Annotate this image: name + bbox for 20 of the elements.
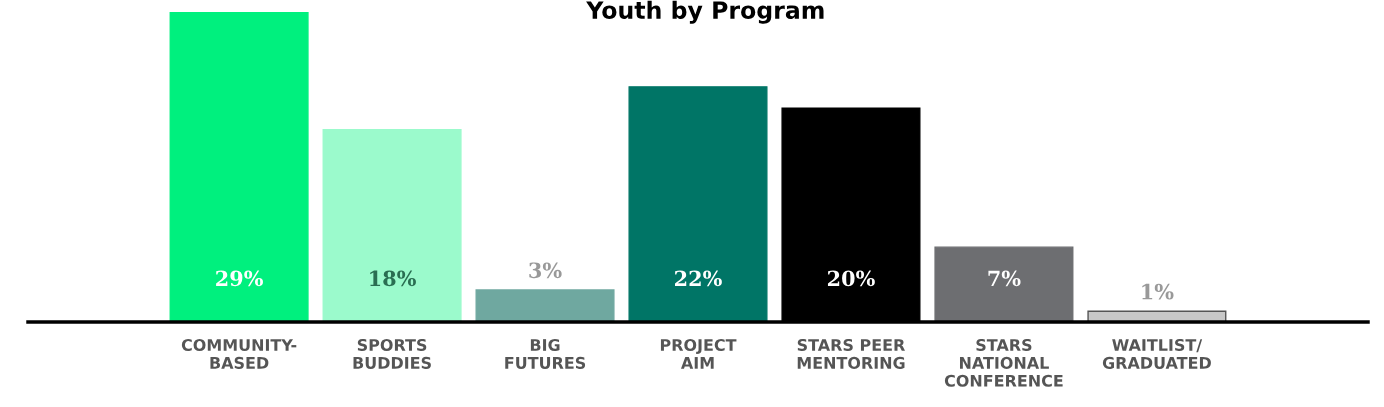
x-tick-label: STARS NATIONAL CONFERENCE	[944, 338, 1063, 387]
chart-title: Youth by Program	[586, 0, 824, 24]
x-tick-label: WAITLIST/ GRADUATED	[1102, 338, 1211, 369]
data-label: 29%	[216, 270, 263, 287]
bar	[475, 289, 615, 322]
bar	[934, 246, 1074, 322]
data-label: 7%	[988, 270, 1021, 287]
x-tick-label: BIG FUTURES	[505, 338, 586, 369]
data-label: 22%	[675, 270, 722, 287]
data-label: 3%	[529, 262, 562, 279]
bar	[628, 86, 768, 322]
data-label: 1%	[1142, 283, 1174, 300]
bar	[322, 128, 462, 322]
bar	[169, 12, 309, 322]
data-label: 20%	[827, 270, 875, 287]
x-tick-label: SPORTS BUDDIES	[353, 338, 431, 369]
x-tick-label: STARS PEER MENTORING	[797, 338, 905, 369]
x-tick-label: COMMUNITY- BASED	[181, 338, 297, 369]
data-label: 18%	[370, 270, 416, 287]
x-tick-label: PROJECT AIM	[660, 338, 737, 369]
